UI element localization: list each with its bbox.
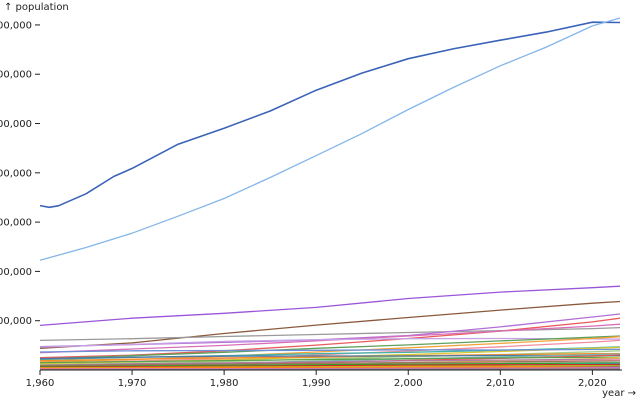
series-line-8 bbox=[39, 323, 621, 354]
y-tick-label: 00,000 bbox=[0, 119, 32, 130]
y-axis: 00,000 00,000 00,000 00,000 00,000 00,000 00,0… bbox=[0, 20, 40, 327]
series-line-33 bbox=[39, 366, 620, 369]
y-tick-label: 00,000 bbox=[0, 316, 32, 327]
series-line-15 bbox=[39, 348, 621, 353]
series-lines bbox=[39, 17, 621, 371]
x-tick-label: 2,020 bbox=[578, 378, 607, 389]
series-line-4 bbox=[39, 300, 621, 349]
series-line-5 bbox=[39, 326, 621, 342]
series-line-10 bbox=[39, 335, 621, 360]
y-tick-label: 00,000 bbox=[0, 70, 32, 81]
x-tick-label: 2,000 bbox=[394, 378, 423, 389]
series-line-2 bbox=[39, 17, 621, 261]
series-line-25 bbox=[39, 360, 621, 367]
series-line-29 bbox=[39, 363, 621, 368]
series-line-35 bbox=[39, 367, 620, 370]
x-tick-label: 1,970 bbox=[118, 378, 147, 389]
series-line-7 bbox=[39, 317, 621, 359]
series-line-23 bbox=[39, 358, 621, 366]
x-tick-label: 2,010 bbox=[486, 378, 515, 389]
series-line-21 bbox=[39, 356, 621, 364]
series-line-1 bbox=[39, 21, 621, 209]
y-axis-title: ↑ population bbox=[4, 2, 69, 13]
y-tick-label: 00,000 bbox=[0, 168, 32, 179]
x-tick-label: 1,990 bbox=[302, 378, 331, 389]
x-axis: 1,960 1,970 1,980 1,990 2,000 2,010 2,020 bbox=[26, 369, 622, 389]
x-tick-label: 1,960 bbox=[26, 378, 55, 389]
series-line-3 bbox=[39, 285, 621, 327]
x-tick-label: 1,980 bbox=[210, 378, 239, 389]
series-line-27 bbox=[39, 362, 621, 368]
y-tick-label: 00,000 bbox=[0, 267, 32, 278]
y-tick-label: 00,000 bbox=[0, 20, 32, 31]
x-axis-title: year → bbox=[602, 388, 636, 399]
y-tick-label: 00,000 bbox=[0, 218, 32, 229]
